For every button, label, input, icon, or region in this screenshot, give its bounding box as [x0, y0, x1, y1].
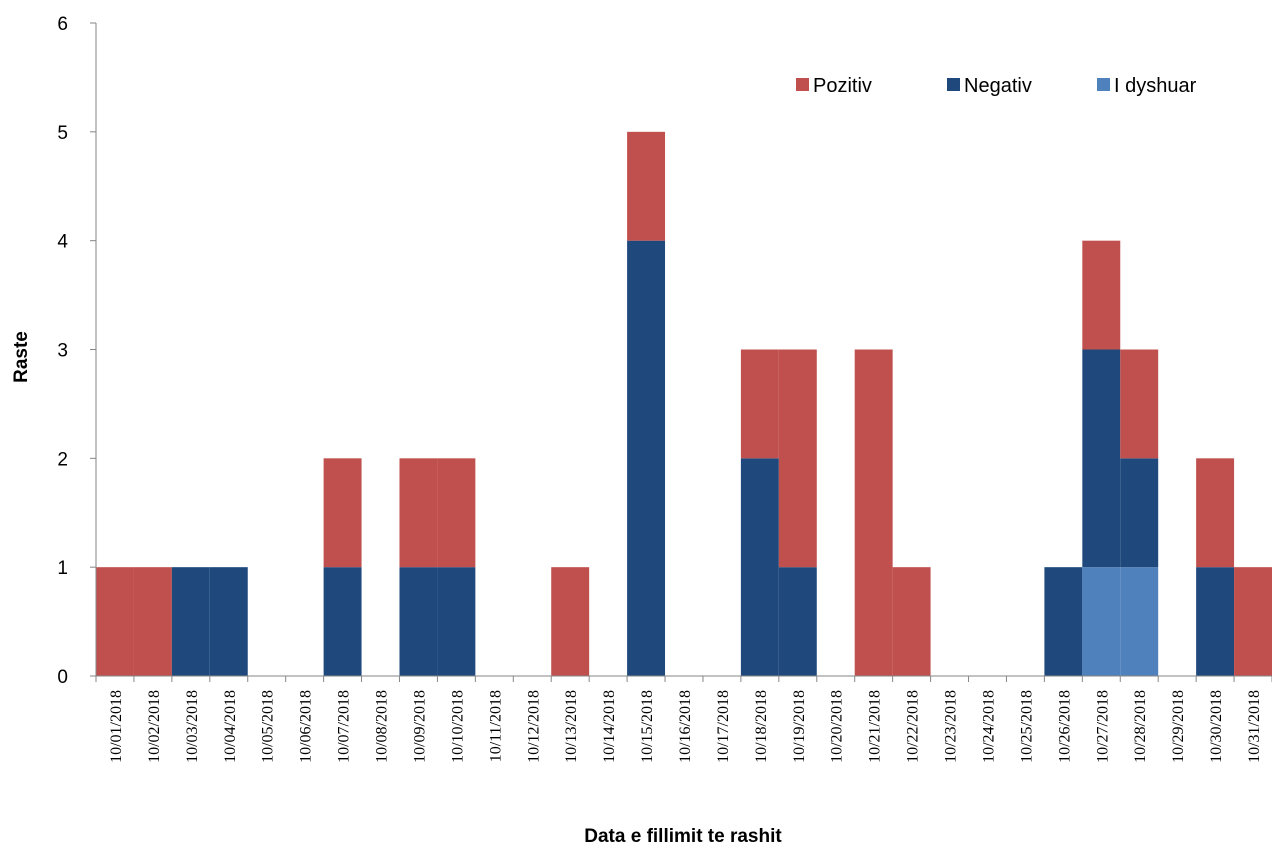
x-tick-label: 10/02/2018	[146, 690, 163, 763]
x-tick-label: 10/14/2018	[601, 690, 618, 763]
bar-pozitiv-10-10-2018	[437, 458, 476, 568]
bar-negativ-10-28-2018	[1120, 458, 1159, 568]
legend-swatch-pozitiv	[796, 78, 809, 91]
bar-negativ-10-19-2018	[778, 567, 817, 676]
y-tick-label: 4	[57, 232, 68, 253]
x-tick-label: 10/09/2018	[411, 690, 428, 763]
bar-negativ-10-30-2018	[1196, 567, 1235, 676]
x-tick-label: 10/19/2018	[791, 690, 808, 763]
legend-swatch-i-dyshuar	[1097, 78, 1110, 91]
bar-negativ-10-03-2018	[171, 567, 210, 676]
x-tick-label: 10/25/2018	[1018, 690, 1035, 763]
y-tick-label: 1	[57, 558, 68, 579]
x-tick-label: 10/21/2018	[867, 690, 884, 763]
bar-pozitiv-10-28-2018	[1120, 349, 1159, 459]
y-axis-title: Raste	[11, 331, 32, 383]
bar-pozitiv-10-27-2018	[1082, 240, 1121, 350]
bar-pozitiv-10-21-2018	[854, 349, 893, 676]
y-tick-label: 3	[57, 341, 68, 362]
x-tick-label: 10/27/2018	[1094, 690, 1111, 763]
bar-pozitiv-10-13-2018	[551, 567, 590, 676]
legend-label-i-dyshuar: I dyshuar	[1114, 75, 1197, 97]
x-tick-label: 10/20/2018	[829, 690, 846, 763]
x-tick-label: 10/03/2018	[184, 690, 201, 763]
x-tick-label: 10/10/2018	[449, 690, 466, 763]
x-tick-label: 10/12/2018	[525, 690, 542, 763]
x-tick-label: 10/11/2018	[487, 690, 504, 762]
x-tick-label: 10/17/2018	[715, 690, 732, 763]
x-tick-label: 10/01/2018	[108, 690, 125, 763]
x-tick-label: 10/07/2018	[336, 690, 353, 763]
bar-pozitiv-10-01-2018	[96, 567, 134, 676]
bar-negativ-10-07-2018	[323, 567, 362, 676]
bar-pozitiv-10-09-2018	[399, 458, 438, 568]
bar-pozitiv-10-07-2018	[323, 458, 362, 568]
bar-pozitiv-10-19-2018	[778, 349, 817, 568]
x-tick-label: 10/05/2018	[260, 690, 277, 763]
bar-negativ-10-18-2018	[740, 458, 779, 676]
y-tick-label: 5	[57, 123, 68, 144]
x-tick-label: 10/24/2018	[980, 690, 997, 763]
x-tick-label: 10/26/2018	[1056, 690, 1073, 763]
x-tick-label: 10/29/2018	[1170, 690, 1187, 763]
x-tick-label: 10/31/2018	[1246, 690, 1263, 763]
x-tick-label: 10/13/2018	[563, 690, 580, 763]
bar-pozitiv-10-30-2018	[1196, 458, 1235, 568]
bar-negativ-10-15-2018	[627, 240, 666, 677]
bar-i-dyshuar-10-27-2018	[1082, 567, 1121, 676]
y-tick-label: 0	[57, 667, 68, 688]
x-tick-label: 10/08/2018	[374, 690, 391, 763]
x-tick-label: 10/28/2018	[1132, 690, 1149, 763]
bar-pozitiv-10-22-2018	[892, 567, 931, 676]
x-tick-label: 10/30/2018	[1208, 690, 1225, 763]
bar-pozitiv-10-31-2018	[1234, 567, 1272, 676]
legend-label-negativ: Negativ	[964, 75, 1032, 97]
x-tick-label: 10/06/2018	[298, 690, 315, 763]
bar-negativ-10-26-2018	[1044, 567, 1083, 676]
bar-negativ-10-09-2018	[399, 567, 438, 676]
x-tick-label: 10/15/2018	[639, 690, 656, 763]
bars-layer	[96, 131, 1272, 677]
x-tick-label: 10/22/2018	[905, 690, 922, 763]
legend: Pozitiv Negativ I dyshuar	[796, 75, 1197, 97]
x-tick-label: 10/04/2018	[222, 690, 239, 763]
bar-negativ-10-10-2018	[437, 567, 476, 676]
x-axis-title: Data e fillimit te rashit	[584, 826, 782, 847]
ticks-layer: 0 1 2 3 4 5 6 10/01/2018 10/02/2018 10/03/2018 10/…	[57, 14, 1272, 763]
x-tick-label: 10/16/2018	[677, 690, 694, 763]
legend-swatch-negativ	[947, 78, 960, 91]
legend-label-pozitiv: Pozitiv	[813, 75, 872, 97]
bar-negativ-10-04-2018	[209, 567, 248, 676]
bar-pozitiv-10-02-2018	[133, 567, 172, 676]
bar-i-dyshuar-10-28-2018	[1120, 567, 1159, 676]
y-tick-label: 6	[57, 14, 68, 35]
bar-pozitiv-10-18-2018	[740, 349, 779, 459]
bar-negativ-10-27-2018	[1082, 349, 1121, 568]
x-tick-label: 10/23/2018	[943, 690, 960, 763]
y-tick-label: 2	[57, 449, 68, 470]
x-tick-label: 10/18/2018	[753, 690, 770, 763]
bar-pozitiv-10-15-2018	[627, 131, 666, 241]
